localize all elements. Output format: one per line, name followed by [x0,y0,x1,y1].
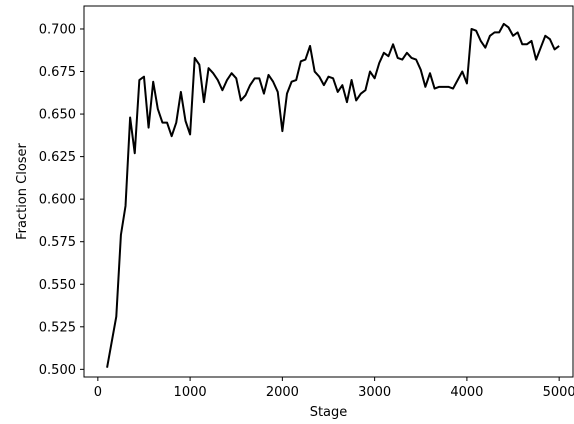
y-axis-label: Fraction Closer [15,142,30,239]
y-tick-label: 0.550 [39,278,76,293]
x-tick-label: 4000 [450,385,483,400]
y-tick-label: 0.525 [39,320,76,335]
y-tick-label: 0.625 [39,150,76,165]
x-tick-label: 0 [94,385,102,400]
y-tick-label: 0.700 [39,22,76,37]
plot-frame [83,5,574,378]
x-tick-label: 1000 [174,385,207,400]
y-axis-ticks: 0.500 0.525 0.550 0.575 0.600 0.625 0.650 0.675… [39,22,84,378]
x-tick-label: 3000 [358,385,391,400]
x-tick-label: 2000 [266,385,299,400]
series-line [106,22,560,368]
y-tick-label: 0.500 [39,363,76,378]
y-tick-label: 0.575 [39,235,76,250]
x-axis-label: Stage [310,405,348,420]
x-axis-ticks: 0 1000 2000 3000 4000 5000 [94,377,574,400]
y-tick-label: 0.675 [39,65,76,80]
y-tick-label: 0.650 [39,108,76,123]
x-tick-label: 5000 [543,385,574,400]
y-tick-label: 0.600 [39,193,76,208]
